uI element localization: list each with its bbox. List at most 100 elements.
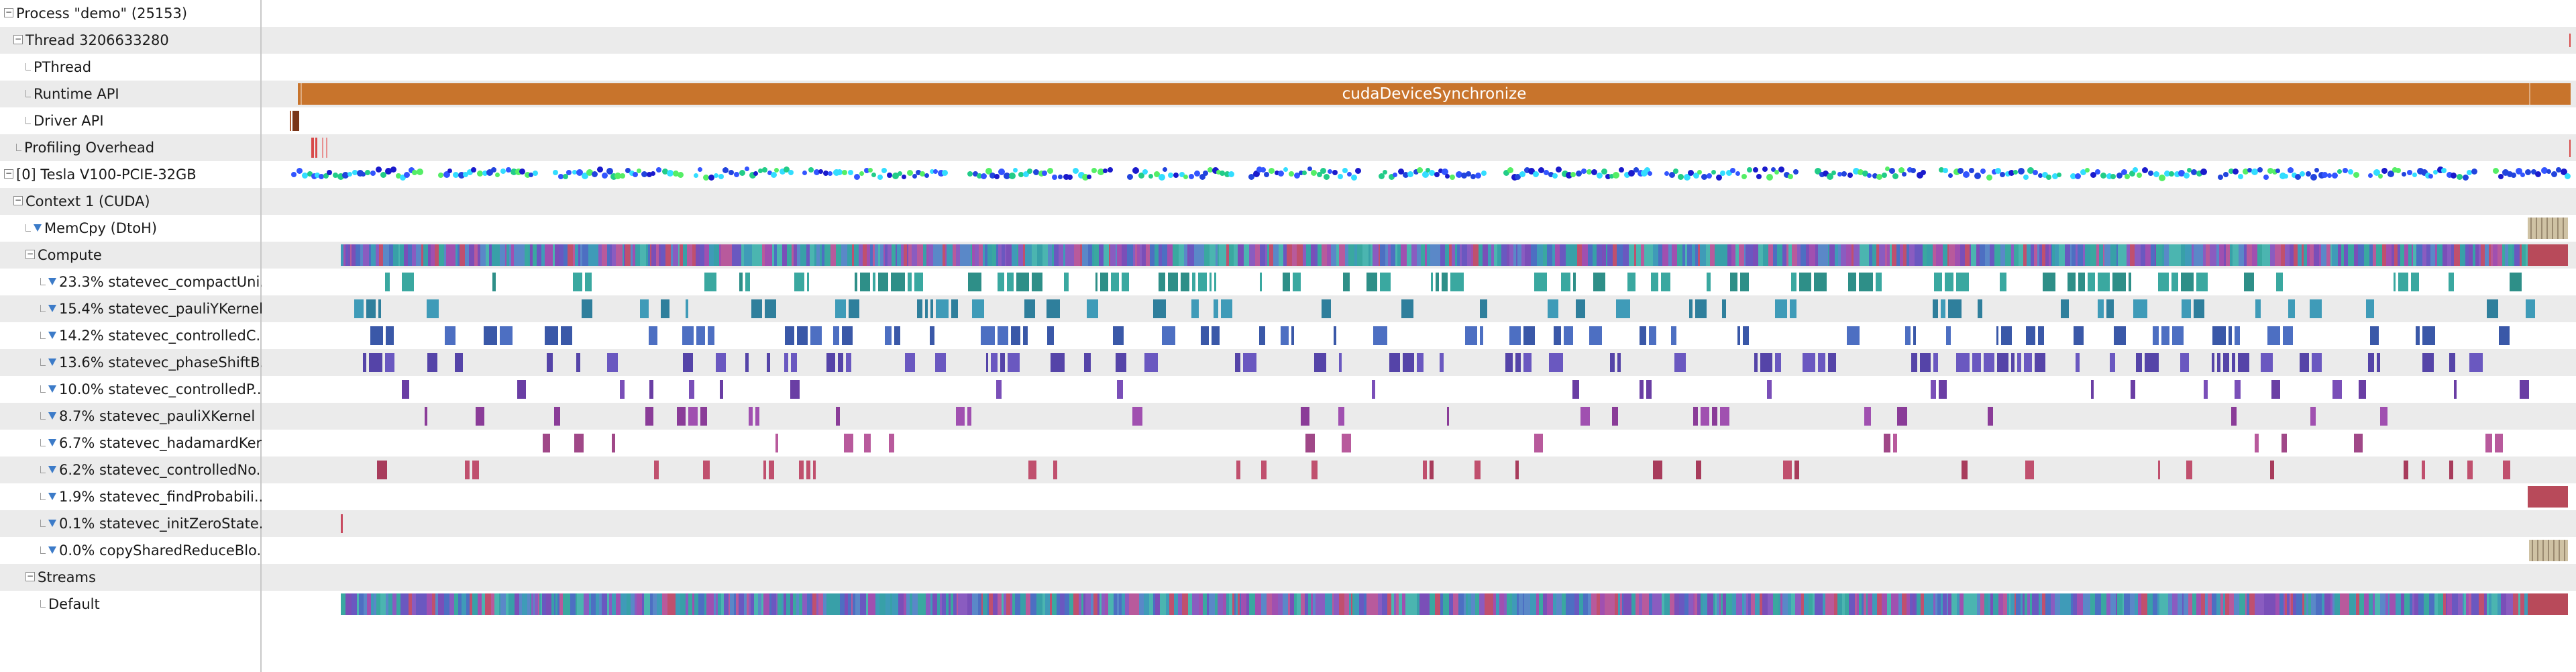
gpu-activity-dot[interactable]	[482, 171, 488, 176]
default-stream-segment[interactable]	[1081, 593, 1083, 615]
default-stream-segment[interactable]	[1387, 593, 1391, 615]
kernel-event-bar[interactable]	[1311, 461, 1318, 479]
compute-heatmap-segment[interactable]	[2502, 244, 2505, 266]
default-stream-segment[interactable]	[2051, 593, 2055, 615]
kernel-event-bar[interactable]	[1372, 380, 1375, 399]
gpu-activity-dot[interactable]	[2100, 173, 2107, 179]
kernel-event-bar[interactable]	[1007, 273, 1014, 291]
kernel-event-tick[interactable]	[2542, 540, 2544, 561]
gpu-activity-dot[interactable]	[529, 173, 534, 177]
default-stream-segment[interactable]	[1468, 593, 1471, 615]
compute-heatmap-segment[interactable]	[1662, 244, 1668, 266]
default-stream-segment[interactable]	[591, 593, 596, 615]
kernel-event-bar[interactable]	[472, 461, 479, 479]
kernel-event-bar[interactable]	[2172, 326, 2184, 345]
compute-heatmap-segment[interactable]	[661, 244, 665, 266]
compute-heatmap-segment[interactable]	[497, 244, 500, 266]
gpu-activity-dot[interactable]	[1857, 169, 1864, 175]
compute-heatmap-segment[interactable]	[806, 244, 810, 266]
default-stream-segment[interactable]	[1967, 593, 1971, 615]
kernel-event-bar[interactable]	[2223, 353, 2229, 372]
kernel-event-bar[interactable]	[1799, 273, 1811, 291]
gpu-activity-dot[interactable]	[651, 171, 656, 176]
default-stream-segment[interactable]	[1862, 593, 1864, 615]
gpu-activity-dot[interactable]	[2450, 173, 2457, 179]
default-stream-segment[interactable]	[2095, 593, 2101, 615]
default-stream-segment[interactable]	[1597, 593, 1600, 615]
compute-heatmap-segment[interactable]	[1629, 244, 1634, 266]
kernel-event-bar[interactable]	[2204, 380, 2208, 399]
compute-heatmap-segment[interactable]	[2404, 244, 2408, 266]
kernel-event-bar[interactable]	[1790, 299, 1796, 318]
compute-heatmap-segment[interactable]	[1226, 244, 1229, 266]
kernel-event-bar[interactable]	[2025, 461, 2034, 479]
default-stream-segment[interactable]	[1829, 593, 1834, 615]
default-stream-segment[interactable]	[1960, 593, 1964, 615]
default-stream-segment[interactable]	[2208, 593, 2212, 615]
gpu-activity-dot[interactable]	[1552, 173, 1558, 179]
gpu-activity-dot[interactable]	[1072, 168, 1079, 174]
gpu-activity-dot[interactable]	[2148, 171, 2154, 176]
default-stream-segment[interactable]	[761, 593, 763, 615]
compute-heatmap-segment[interactable]	[1846, 244, 1851, 266]
kernel-event-bar[interactable]	[1474, 461, 1481, 479]
gpu-activity-dot[interactable]	[745, 166, 750, 171]
default-stream-segment[interactable]	[538, 593, 539, 615]
default-stream-segment[interactable]	[714, 593, 716, 615]
compute-heatmap-segment[interactable]	[2430, 244, 2435, 266]
timeline-view[interactable]: cudaDeviceSynchronize	[262, 0, 2576, 672]
gpu-activity-dot[interactable]	[1741, 174, 1748, 179]
kernel-event-bar[interactable]	[1261, 461, 1267, 479]
compute-heatmap-segment[interactable]	[2156, 244, 2162, 266]
kernel-event-bar[interactable]	[2024, 353, 2032, 372]
compute-heatmap-segment[interactable]	[1336, 244, 1339, 266]
default-stream-segment[interactable]	[2066, 593, 2071, 615]
gpu-activity-dot[interactable]	[477, 171, 484, 177]
compute-heatmap-segment[interactable]	[529, 244, 530, 266]
default-stream-segment[interactable]	[559, 593, 563, 615]
gpu-activity-dot[interactable]	[1612, 172, 1619, 179]
compute-heatmap-segment[interactable]	[2412, 244, 2413, 266]
default-stream-segment[interactable]	[1910, 593, 1913, 615]
default-stream-segment[interactable]	[657, 593, 662, 615]
default-stream-segment[interactable]	[734, 593, 736, 615]
kernel-event-bar[interactable]	[1572, 380, 1579, 399]
compute-heatmap-segment[interactable]	[998, 244, 1002, 266]
compute-heatmap-segment[interactable]	[1440, 244, 1445, 266]
gpu-activity-dot[interactable]	[1033, 169, 1040, 175]
kernel-event-bar[interactable]	[1028, 461, 1036, 479]
gpu-activity-dot[interactable]	[2263, 175, 2269, 180]
memcpy-bar-tick[interactable]	[2563, 218, 2564, 239]
compute-heatmap-segment[interactable]	[648, 244, 650, 266]
default-stream-segment[interactable]	[1417, 593, 1419, 615]
kernel-event-bar[interactable]	[914, 273, 923, 291]
default-stream-segment[interactable]	[2239, 593, 2245, 615]
gpu-activity-dot[interactable]	[667, 170, 674, 177]
compute-heatmap-segment[interactable]	[1872, 244, 1876, 266]
default-stream-segment[interactable]	[892, 593, 898, 615]
gpu-activity-dot[interactable]	[1701, 174, 1708, 180]
default-stream-segment[interactable]	[644, 593, 646, 615]
compute-heatmap-segment[interactable]	[1477, 244, 1479, 266]
default-stream-segment[interactable]	[1697, 593, 1701, 615]
default-stream-segment[interactable]	[1359, 593, 1364, 615]
compute-heatmap-segment[interactable]	[1494, 244, 1497, 266]
default-stream-segment[interactable]	[918, 593, 922, 615]
gpu-activity-dot[interactable]	[1938, 167, 1944, 173]
compute-heatmap-segment[interactable]	[2398, 244, 2400, 266]
default-stream-segment[interactable]	[1726, 593, 1732, 615]
compute-heatmap-segment[interactable]	[673, 244, 678, 266]
kernel-event-bar[interactable]	[1589, 326, 1602, 345]
default-stream-segment[interactable]	[1536, 593, 1539, 615]
gpu-activity-dot[interactable]	[1307, 166, 1312, 171]
kernel-event-bar[interactable]	[1259, 326, 1265, 345]
default-stream-segment[interactable]	[352, 593, 357, 615]
compute-heatmap-segment[interactable]	[2257, 244, 2262, 266]
default-stream-segment[interactable]	[1837, 593, 1842, 615]
kernel-event-bar[interactable]	[1480, 326, 1483, 345]
compute-heatmap-segment[interactable]	[1457, 244, 1460, 266]
kernel-event-bar[interactable]	[1920, 353, 1931, 372]
compute-heatmap-segment[interactable]	[2479, 244, 2481, 266]
gpu-activity-dot[interactable]	[897, 171, 902, 176]
compute-heatmap-segment[interactable]	[896, 244, 897, 266]
